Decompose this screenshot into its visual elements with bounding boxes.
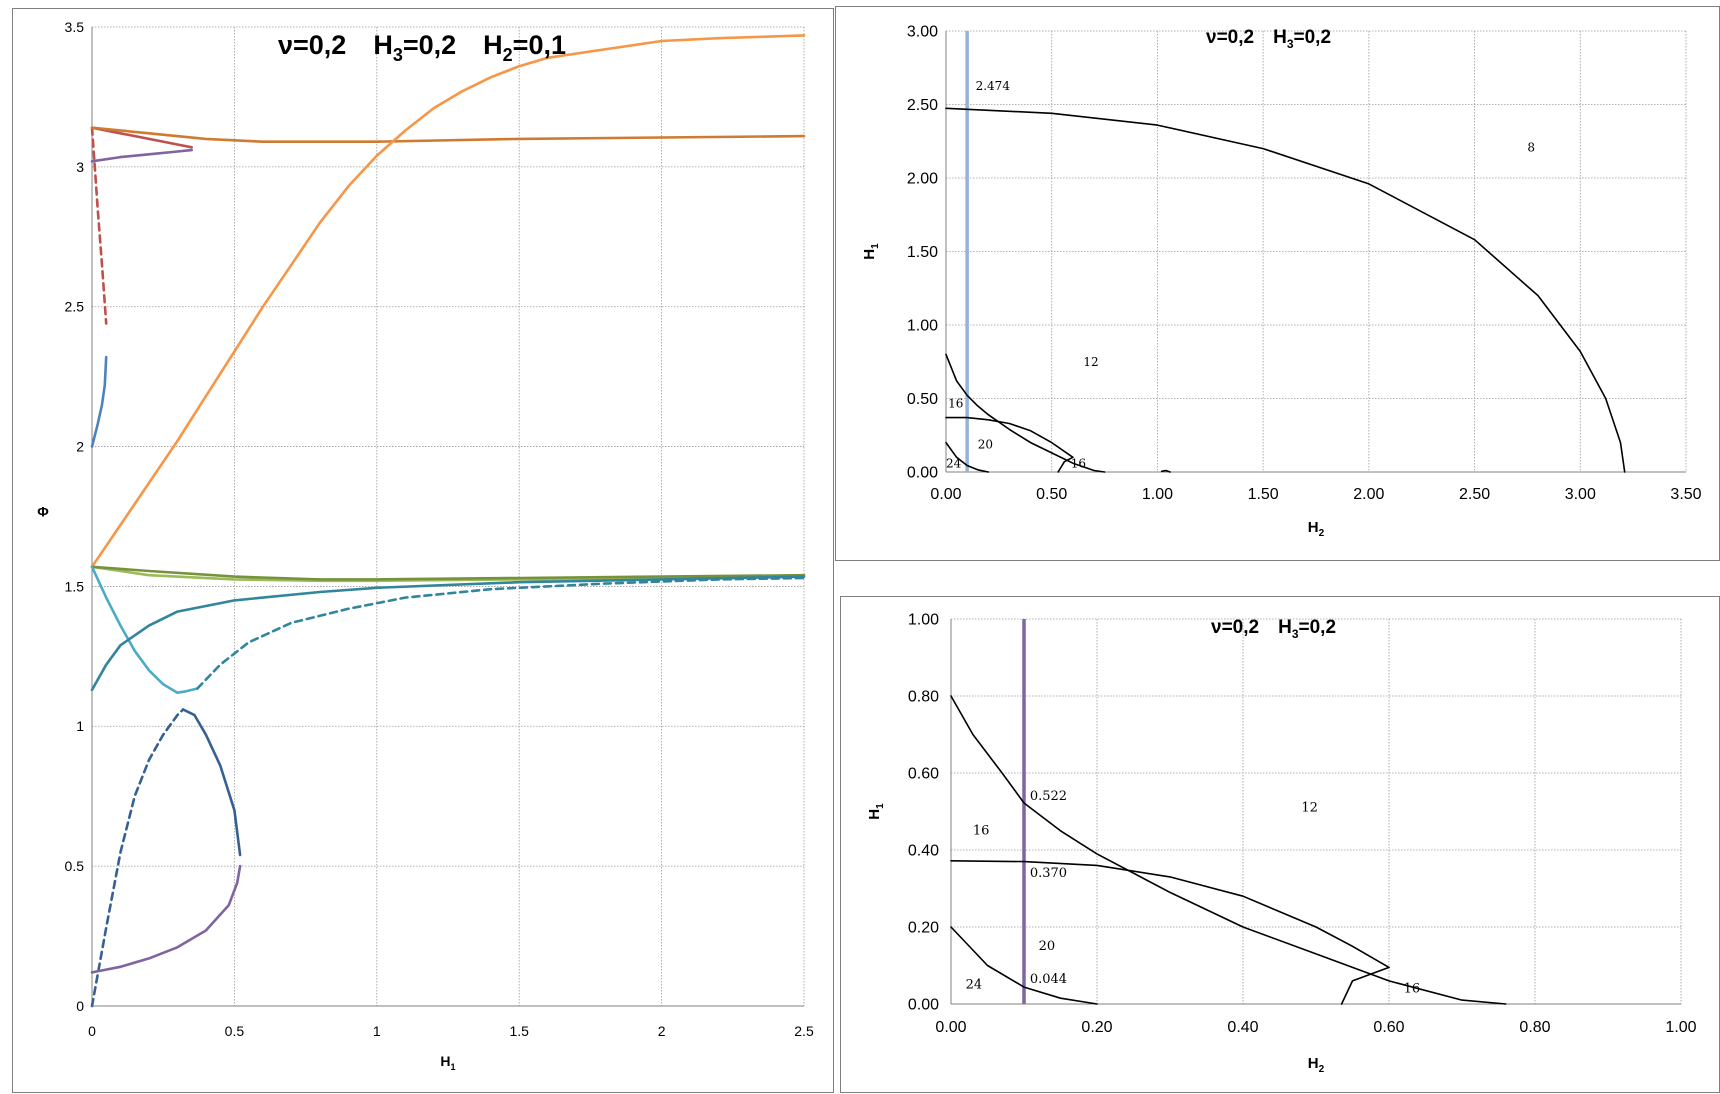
x-tick-label: 0.00 (930, 486, 961, 503)
y-tick-label: 0.20 (908, 920, 939, 937)
series-line-13 (90, 708, 185, 1008)
series-line-5 (1057, 456, 1074, 473)
y-axis-label: H1 (861, 243, 881, 260)
series-line-11 (90, 575, 806, 692)
series-line-8 (90, 565, 806, 581)
series-line-4 (90, 355, 108, 448)
series-line-7 (90, 565, 806, 583)
x-tick-label: 1.5 (509, 1023, 529, 1039)
chart-title: ν=0,2 H3=0,2 (1206, 27, 1331, 51)
y-tick-label: 3.00 (907, 24, 938, 41)
x-tick-label: 0.80 (1519, 1019, 1550, 1036)
y-tick-label: 0.80 (908, 689, 939, 706)
region-label: 24 (946, 457, 962, 471)
x-tick-label: 1 (373, 1023, 381, 1039)
x-tick-label: 2 (658, 1023, 666, 1039)
series-line-1 (950, 695, 1507, 1005)
grid (91, 26, 805, 1007)
y-tick-label: 0 (76, 998, 84, 1014)
series-line-3 (90, 148, 193, 163)
x-tick-label: 0.40 (1227, 1019, 1258, 1036)
x-tick-label: 0.20 (1081, 1019, 1112, 1036)
y-tick-label: 0.40 (908, 843, 939, 860)
chart-title: ν=0,2 H3=0,2 (1211, 617, 1336, 641)
chart-panel-left: 0 0.5 1 1.5 2 2.5 0 0.5 1 1.5 2 2.5 3 3.5 ν=0,2 H3=0,2… (12, 8, 834, 1093)
y-tick-label: 0.5 (65, 858, 85, 874)
chart-bottom-right-svg: 0.00 0.20 0.40 0.60 0.80 1.00 0.00 0.20 0.40 0.60… (866, 612, 1697, 1075)
grid (945, 30, 1687, 473)
series-line-14 (181, 708, 242, 857)
x-tick-label: 0.60 (1373, 1019, 1404, 1036)
x-axis-label: H1 (440, 1053, 455, 1072)
series-line-1 (90, 126, 108, 325)
y-tick-label: 3.5 (65, 19, 85, 35)
x-tick-label: 1.00 (1142, 486, 1173, 503)
series-line-15 (90, 864, 242, 974)
x-tick-label: 0.50 (1036, 486, 1067, 503)
x-tick-label: 3.00 (1565, 486, 1596, 503)
region-label: 12 (1083, 355, 1098, 369)
chart-panel-bottom-right: 0.00 0.20 0.40 0.60 0.80 1.00 0.00 0.20 0.40 0.60… (840, 596, 1720, 1093)
series-line-2 (945, 353, 1106, 473)
x-tick-label: 1.00 (1665, 1019, 1696, 1036)
region-label: 24 (966, 978, 983, 993)
y-tick-label: 1.5 (65, 578, 85, 594)
region-label: 16 (973, 824, 990, 839)
series-line-4 (1340, 966, 1390, 1005)
region-label: 20 (978, 437, 993, 451)
y-tick-label: 2.00 (907, 171, 938, 188)
chart-top-right-svg: 0.00 0.50 1.00 1.50 2.00 2.50 3.00 3.50 0.00 0.50… (861, 24, 1702, 539)
y-tick-label: 1.50 (907, 244, 938, 261)
region-label: 8 (1527, 141, 1535, 155)
x-tick-label: 0.00 (935, 1019, 966, 1036)
region-label: 16 (948, 396, 963, 410)
series-line-10 (176, 687, 199, 694)
region-label: 0.522 (1030, 789, 1067, 804)
x-tick-label: 3.50 (1670, 486, 1701, 503)
series-line-6 (1160, 469, 1171, 473)
y-tick-label: 0.00 (908, 997, 939, 1014)
x-axis-label: H2 (1308, 1055, 1325, 1075)
x-tick-label: 1.50 (1248, 486, 1279, 503)
x-axis-label: H2 (1308, 519, 1325, 539)
x-tick-label: 2.50 (1459, 486, 1490, 503)
region-label: 0.370 (1030, 866, 1067, 881)
series-line-1 (945, 107, 1626, 473)
y-tick-label: 0.00 (907, 465, 938, 482)
y-tick-label: 1.00 (907, 318, 938, 335)
series-line-9 (90, 565, 179, 694)
chart-left-svg: 0 0.5 1 1.5 2 2.5 0 0.5 1 1.5 2 2.5 3 3.5 ν=0,2 H3=0,2… (37, 19, 814, 1072)
series-line-4 (945, 441, 990, 473)
chart-panel-top-right: 0.00 0.50 1.00 1.50 2.00 2.50 3.00 3.50 0.00 0.50… (835, 6, 1720, 561)
y-tick-label: 2 (76, 438, 84, 454)
y-tick-label: 3 (76, 159, 84, 175)
x-tick-label: 2.5 (794, 1023, 814, 1039)
x-tick-label: 2.00 (1353, 486, 1384, 503)
y-tick-label: 1 (76, 718, 84, 734)
series-line-12 (196, 576, 806, 690)
series-line-2 (90, 126, 193, 149)
series-line-2 (950, 860, 1390, 969)
x-tick-label: 0.5 (225, 1023, 245, 1039)
region-label: 20 (1039, 939, 1056, 954)
series-line-3 (945, 416, 1074, 459)
region-label: 0.044 (1030, 972, 1067, 987)
y-tick-label: 2.5 (65, 299, 85, 315)
series-line-6 (90, 34, 806, 569)
y-tick-label: 0.50 (907, 391, 938, 408)
region-label: 12 (1301, 801, 1318, 816)
region-label: 16 (1071, 457, 1086, 471)
y-axis-label: Φ (37, 504, 49, 520)
y-axis-label: H1 (866, 803, 886, 820)
y-tick-label: 2.50 (907, 97, 938, 114)
y-tick-label: 1.00 (908, 612, 939, 629)
y-tick-label: 0.60 (908, 766, 939, 783)
x-tick-label: 0 (88, 1023, 96, 1039)
series-line-3 (950, 926, 1098, 1005)
chart-title: ν=0,2 H3=0,2 H2=0,1 (278, 30, 566, 65)
series-line-5 (90, 126, 806, 143)
region-label: 16 (1404, 981, 1421, 996)
region-label: 2.474 (976, 79, 1011, 93)
